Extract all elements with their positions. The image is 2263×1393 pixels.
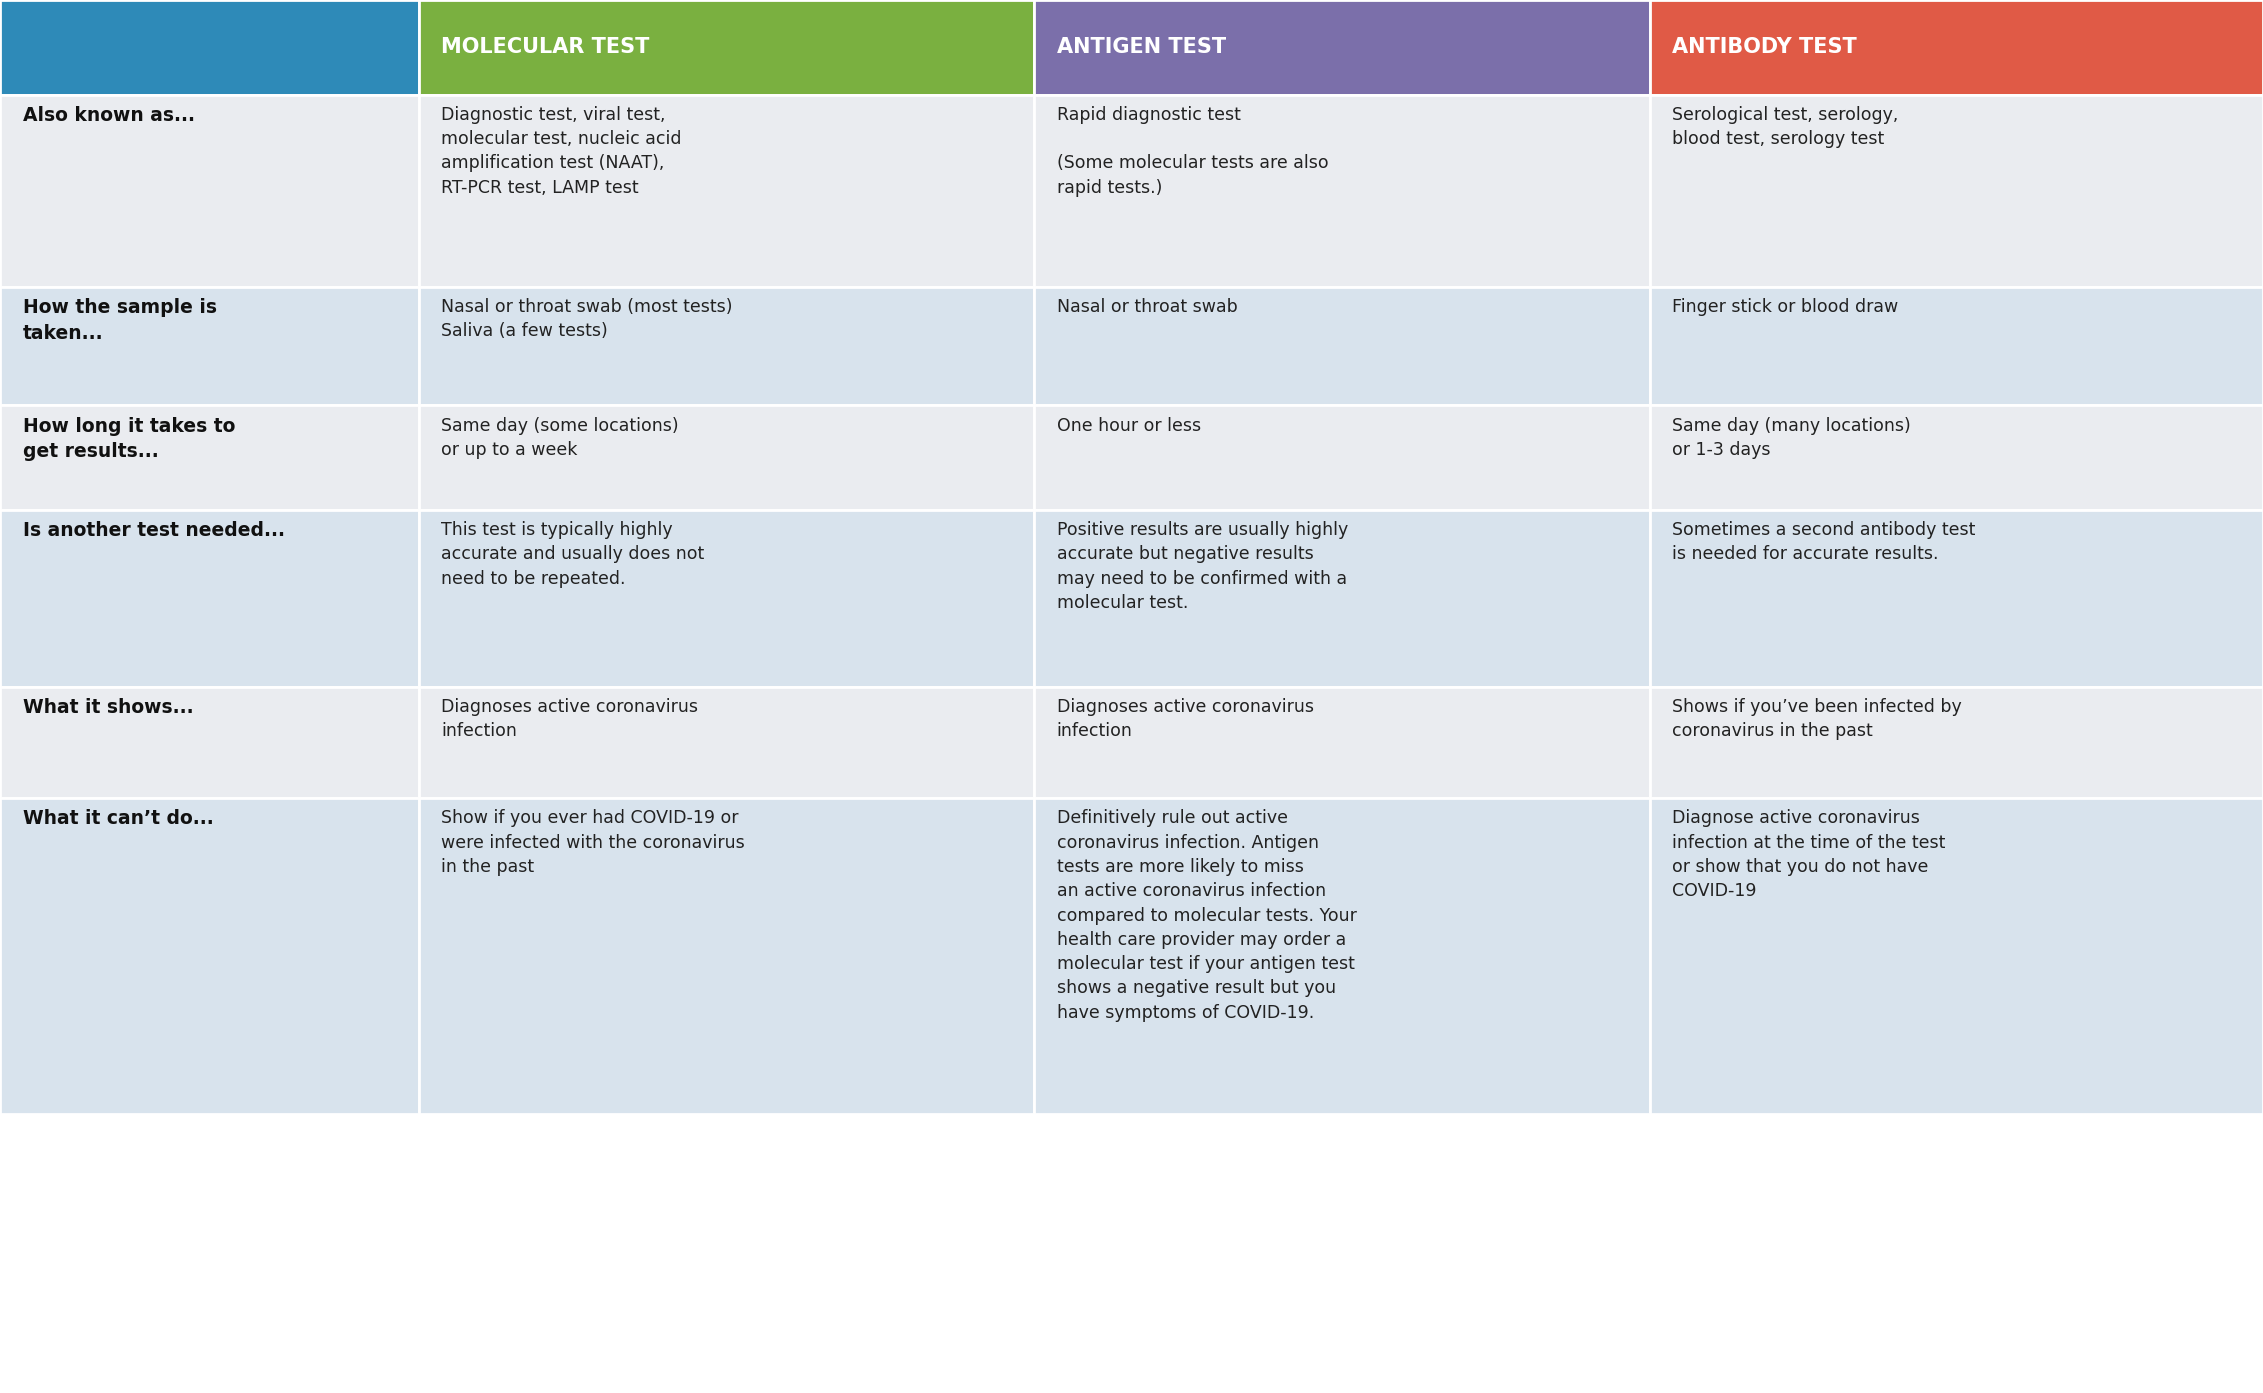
Bar	[0, 405, 419, 510]
Bar	[0, 95, 419, 287]
Bar	[0, 510, 419, 687]
Text: MOLECULAR TEST: MOLECULAR TEST	[441, 38, 649, 57]
Bar	[1034, 510, 1650, 687]
Text: What it can’t do...: What it can’t do...	[23, 809, 213, 829]
Text: Diagnose active coronavirus
infection at the time of the test
or show that you d: Diagnose active coronavirus infection at…	[1672, 809, 1946, 900]
Bar	[0, 287, 419, 405]
Text: Is another test needed...: Is another test needed...	[23, 521, 285, 540]
Bar	[1034, 95, 1650, 287]
Bar	[1650, 405, 2263, 510]
Text: ANTIGEN TEST: ANTIGEN TEST	[1057, 38, 1227, 57]
Bar	[0, 0, 419, 95]
Text: Diagnoses active coronavirus
infection: Diagnoses active coronavirus infection	[1057, 698, 1315, 740]
Text: Nasal or throat swab: Nasal or throat swab	[1057, 298, 1238, 316]
Bar	[419, 510, 1034, 687]
Bar	[1650, 510, 2263, 687]
Text: This test is typically highly
accurate and usually does not
need to be repeated.: This test is typically highly accurate a…	[441, 521, 704, 588]
Bar	[1650, 687, 2263, 798]
Bar	[419, 95, 1034, 287]
Text: Same day (many locations)
or 1-3 days: Same day (many locations) or 1-3 days	[1672, 417, 1912, 458]
Text: One hour or less: One hour or less	[1057, 417, 1202, 435]
Bar	[419, 405, 1034, 510]
Text: What it shows...: What it shows...	[23, 698, 192, 717]
Bar	[0, 798, 419, 1114]
Text: How long it takes to
get results...: How long it takes to get results...	[23, 417, 235, 461]
Text: Sometimes a second antibody test
is needed for accurate results.: Sometimes a second antibody test is need…	[1672, 521, 1976, 563]
Text: Serological test, serology,
blood test, serology test: Serological test, serology, blood test, …	[1672, 106, 1899, 148]
Bar	[419, 687, 1034, 798]
Bar	[1034, 687, 1650, 798]
Bar	[1034, 287, 1650, 405]
Text: Rapid diagnostic test

(Some molecular tests are also
rapid tests.): Rapid diagnostic test (Some molecular te…	[1057, 106, 1328, 196]
Bar	[1034, 798, 1650, 1114]
Bar	[419, 798, 1034, 1114]
Text: Diagnostic test, viral test,
molecular test, nucleic acid
amplification test (NA: Diagnostic test, viral test, molecular t…	[441, 106, 681, 196]
Text: How the sample is
taken...: How the sample is taken...	[23, 298, 217, 343]
Text: Same day (some locations)
or up to a week: Same day (some locations) or up to a wee…	[441, 417, 679, 458]
Text: Also known as...: Also known as...	[23, 106, 195, 125]
Text: Positive results are usually highly
accurate but negative results
may need to be: Positive results are usually highly accu…	[1057, 521, 1349, 612]
Text: Diagnoses active coronavirus
infection: Diagnoses active coronavirus infection	[441, 698, 699, 740]
Bar	[419, 287, 1034, 405]
Bar	[419, 0, 1034, 95]
Bar	[1650, 0, 2263, 95]
Bar	[0, 687, 419, 798]
Text: Shows if you’ve been infected by
coronavirus in the past: Shows if you’ve been infected by coronav…	[1672, 698, 1962, 740]
Text: Show if you ever had COVID-19 or
were infected with the coronavirus
in the past: Show if you ever had COVID-19 or were in…	[441, 809, 745, 876]
Text: Definitively rule out active
coronavirus infection. Antigen
tests are more likel: Definitively rule out active coronavirus…	[1057, 809, 1358, 1021]
Bar	[1034, 405, 1650, 510]
Bar	[1034, 0, 1650, 95]
Text: Nasal or throat swab (most tests)
Saliva (a few tests): Nasal or throat swab (most tests) Saliva…	[441, 298, 733, 340]
Text: Finger stick or blood draw: Finger stick or blood draw	[1672, 298, 1899, 316]
Text: ANTIBODY TEST: ANTIBODY TEST	[1672, 38, 1858, 57]
Bar	[1650, 798, 2263, 1114]
Bar	[1650, 95, 2263, 287]
Bar	[1650, 287, 2263, 405]
